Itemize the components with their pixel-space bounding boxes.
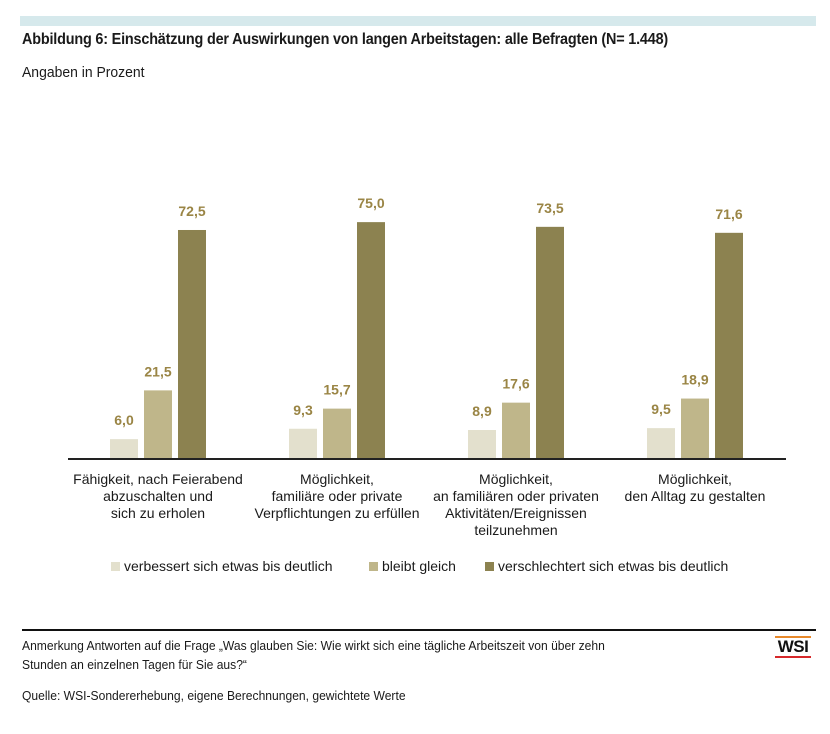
legend-item: verbessert sich etwas bis deutlich (111, 558, 333, 574)
category-label: teilzunehmen (474, 522, 557, 538)
bar-2-cat-4 (681, 398, 709, 458)
source-note: Quelle: WSI-Sondererhebung, eigene Berec… (22, 688, 406, 703)
value-label: 21,5 (144, 363, 171, 379)
value-label: 8,9 (472, 403, 492, 419)
bar-2-cat-2 (323, 408, 351, 458)
category-label: abzuschalten und (103, 488, 213, 504)
top-band (20, 16, 816, 26)
footer-divider (22, 629, 816, 631)
logo-text: WSI (777, 637, 809, 656)
bar-3-cat-2 (357, 222, 385, 458)
bar-3-cat-4 (715, 232, 743, 458)
legend-label: bleibt gleich (382, 558, 456, 574)
bar-1-cat-3 (468, 430, 496, 458)
legend: verbessert sich etwas bis deutlich bleibt… (0, 558, 830, 578)
bar-3-cat-1 (178, 229, 206, 458)
footnote-line-1: Anmerkung Antworten auf die Frage „Was g… (22, 638, 605, 653)
value-label: 6,0 (114, 412, 134, 428)
legend-label: verschlechtert sich etwas bis deutlich (498, 558, 729, 574)
category-label: familiäre oder private (272, 488, 403, 504)
category-label: Möglichkeit, (658, 471, 732, 487)
category-label: Verpflichtungen zu erfüllen (255, 505, 420, 521)
value-label: 71,6 (715, 206, 742, 222)
category-label: Aktivitäten/Ereignissen (445, 505, 587, 521)
logo-top-stripe (775, 636, 811, 638)
legend-item: verschlechtert sich etwas bis deutlich (485, 558, 728, 574)
value-label: 9,5 (651, 401, 671, 417)
legend-item: bleibt gleich (369, 558, 456, 574)
category-label: Fähigkeit, nach Feierabend (73, 471, 243, 487)
category-label: Möglichkeit, (300, 471, 374, 487)
bar-1-cat-4 (647, 428, 675, 458)
footnote-line-2: Stunden an einzelnen Tagen für Sie aus?“ (22, 657, 247, 672)
value-label: 73,5 (536, 200, 563, 216)
wsi-logo: WSI (775, 636, 811, 658)
value-label: 17,6 (502, 376, 529, 392)
value-label: 9,3 (293, 402, 313, 418)
chart-subtitle: Angaben in Prozent (22, 64, 145, 81)
bar-2-cat-3 (502, 402, 530, 458)
logo-bottom-stripe (775, 656, 811, 658)
bar-1-cat-2 (289, 428, 317, 458)
bar-1-cat-1 (110, 439, 138, 458)
category-label: den Alltag zu gestalten (625, 488, 766, 504)
legend-label: verbessert sich etwas bis deutlich (124, 558, 333, 574)
category-label: sich zu erholen (111, 505, 205, 521)
value-label: 72,5 (178, 203, 205, 219)
legend-swatch (111, 561, 120, 571)
value-label: 18,9 (681, 372, 708, 388)
legend-swatch (369, 561, 378, 571)
bar-3-cat-3 (536, 226, 564, 458)
chart-title: Abbildung 6: Einschätzung der Auswirkung… (22, 31, 669, 48)
legend-swatch (485, 561, 494, 571)
bar-2-cat-1 (144, 390, 172, 458)
value-label: 75,0 (357, 195, 384, 211)
bar-chart: 6,0 21,5 72,5 Fähigkeit, nach Feierabendabz… (68, 195, 786, 538)
value-label: 15,7 (323, 382, 350, 398)
footnote: Anmerkung Antworten auf die Frage „Was g… (22, 636, 605, 674)
category-label: Möglichkeit, (479, 471, 553, 487)
category-label: an familiären oder privaten (433, 488, 599, 504)
